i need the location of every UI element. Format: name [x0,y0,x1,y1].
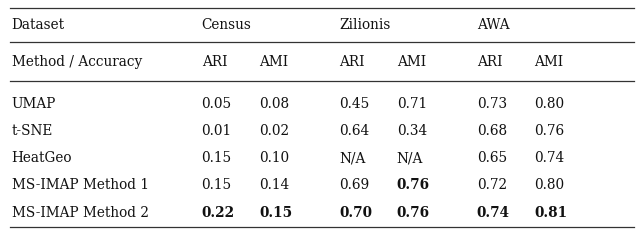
Text: 0.72: 0.72 [477,178,507,191]
Text: 0.81: 0.81 [534,205,568,218]
Text: 0.69: 0.69 [339,178,369,191]
Text: t-SNE: t-SNE [12,124,53,137]
Text: AMI: AMI [534,55,564,69]
Text: N/A: N/A [339,151,365,164]
Text: 0.45: 0.45 [339,97,369,110]
Text: 0.76: 0.76 [397,178,430,191]
Text: UMAP: UMAP [12,97,56,110]
Text: 0.34: 0.34 [397,124,427,137]
Text: Dataset: Dataset [12,18,65,31]
Text: 0.15: 0.15 [259,205,292,218]
Text: 0.71: 0.71 [397,97,427,110]
Text: 0.08: 0.08 [259,97,289,110]
Text: 0.10: 0.10 [259,151,289,164]
Text: MS-IMAP Method 2: MS-IMAP Method 2 [12,205,148,218]
Text: 0.65: 0.65 [477,151,507,164]
Text: AWA: AWA [477,18,509,31]
Text: Zilionis: Zilionis [339,18,390,31]
Text: Census: Census [202,18,252,31]
Text: 0.64: 0.64 [339,124,369,137]
Text: AMI: AMI [259,55,289,69]
Text: HeatGeo: HeatGeo [12,151,72,164]
Text: 0.73: 0.73 [477,97,507,110]
Text: 0.80: 0.80 [534,97,564,110]
Text: 0.80: 0.80 [534,178,564,191]
Text: 0.15: 0.15 [202,151,232,164]
Text: 0.74: 0.74 [477,205,510,218]
Text: ARI: ARI [477,55,502,69]
Text: ARI: ARI [339,55,365,69]
Text: 0.76: 0.76 [397,205,430,218]
Text: 0.14: 0.14 [259,178,289,191]
Text: MS-IMAP Method 1: MS-IMAP Method 1 [12,178,148,191]
Text: 0.74: 0.74 [534,151,564,164]
Text: AMI: AMI [397,55,426,69]
Text: 0.68: 0.68 [477,124,507,137]
Text: 0.01: 0.01 [202,124,232,137]
Text: 0.22: 0.22 [202,205,235,218]
Text: ARI: ARI [202,55,227,69]
Text: N/A: N/A [397,151,423,164]
Text: 0.76: 0.76 [534,124,564,137]
Text: 0.15: 0.15 [202,178,232,191]
Text: 0.05: 0.05 [202,97,232,110]
Text: 0.70: 0.70 [339,205,372,218]
Text: 0.02: 0.02 [259,124,289,137]
Text: Method / Accuracy: Method / Accuracy [12,55,142,69]
